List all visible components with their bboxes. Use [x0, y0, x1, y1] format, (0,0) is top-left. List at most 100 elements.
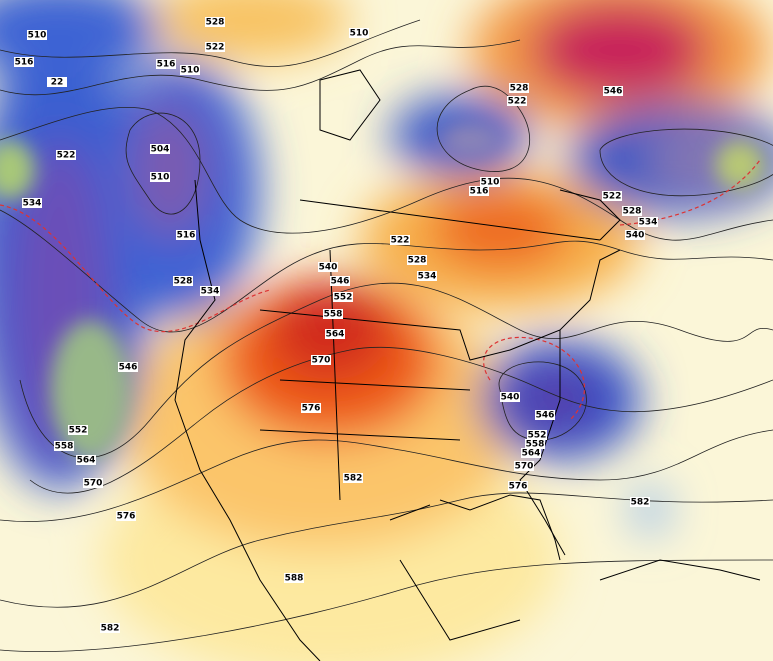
contour-label: 582 [344, 474, 363, 484]
contour-label: 510 [28, 31, 47, 41]
label-background [205, 17, 225, 27]
contours [0, 19, 773, 652]
contour-label: 510 [350, 29, 369, 39]
label-background [417, 271, 437, 281]
label-background [630, 497, 650, 507]
label-background [301, 403, 321, 413]
label-background [284, 573, 304, 583]
label-background [47, 77, 67, 87]
contour-label: 564 [326, 330, 345, 340]
contour-label: 546 [331, 277, 350, 287]
contour-label: 546 [119, 363, 138, 373]
reference-contour [483, 159, 761, 421]
contour-label: 546 [536, 411, 555, 421]
contour-label: 552 [69, 426, 88, 436]
contour-label: 534 [23, 199, 42, 209]
label-background [622, 206, 642, 216]
label-background [27, 30, 47, 40]
contour-label: 522 [508, 97, 527, 107]
contour-label: 522 [391, 236, 410, 246]
contour-label: 516 [470, 187, 489, 197]
contour-label: 528 [623, 207, 642, 217]
label-background [83, 478, 103, 488]
contour-label: 558 [324, 310, 343, 320]
label-background [480, 177, 500, 187]
contour-label: 534 [418, 272, 437, 282]
contour-label: 552 [334, 293, 353, 303]
contour-label: 576 [117, 512, 136, 522]
contour-label: 534 [201, 287, 220, 297]
label-background [521, 448, 541, 458]
reference-contour [0, 204, 271, 333]
label-background [100, 623, 120, 633]
contour-label: 516 [15, 58, 34, 68]
contour-label: 510 [181, 66, 200, 76]
label-background [54, 441, 74, 451]
contour-label: 588 [285, 574, 304, 584]
label-background [68, 425, 88, 435]
label-background [525, 439, 545, 449]
contour-label: 540 [319, 263, 338, 273]
contour-label: 528 [408, 256, 427, 266]
label-background [156, 59, 176, 69]
label-background [173, 276, 193, 286]
contour-label: 552 [528, 431, 547, 441]
contour-label: 522 [57, 151, 76, 161]
contour-label: 540 [626, 231, 645, 241]
label-background [200, 286, 220, 296]
contour-label: 510 [151, 173, 170, 183]
contour-label: 516 [157, 60, 176, 70]
label-background [150, 144, 170, 154]
contour-label: 528 [206, 18, 225, 28]
contour-label: 576 [302, 404, 321, 414]
label-background [407, 255, 427, 265]
contour-label: 570 [312, 356, 331, 366]
contour-label: 570 [515, 462, 534, 472]
contour-label: 522 [206, 43, 225, 53]
contour-label: 582 [631, 498, 650, 508]
label-background [205, 42, 225, 52]
label-background [150, 172, 170, 182]
contour-label: 582 [101, 624, 120, 634]
label-background [527, 430, 547, 440]
label-background [638, 217, 658, 227]
contour-label: 564 [522, 449, 541, 459]
label-background [535, 410, 555, 420]
label-background [603, 86, 623, 96]
label-background [176, 230, 196, 240]
label-background [180, 65, 200, 75]
contour-labels: 5105165285225165102250451052253451652853… [14, 17, 658, 634]
contour-label: 558 [55, 442, 74, 452]
contour-label: 540 [501, 393, 520, 403]
contour-label: 528 [510, 84, 529, 94]
contour-label: 522 [603, 192, 622, 202]
contour-label: 528 [174, 277, 193, 287]
label-background [76, 455, 96, 465]
contour-label: 546 [604, 87, 623, 97]
label-background [325, 329, 345, 339]
label-background [349, 28, 369, 38]
label-background [602, 191, 622, 201]
contour-label: 516 [177, 231, 196, 241]
label-background [118, 362, 138, 372]
contour-label: 576 [509, 482, 528, 492]
label-background [22, 198, 42, 208]
label-background [343, 473, 363, 483]
contour-label: 510 [481, 178, 500, 188]
contour-label: 564 [77, 456, 96, 466]
contour-label: 570 [84, 479, 103, 489]
label-background [390, 235, 410, 245]
label-background [469, 186, 489, 196]
label-background [318, 262, 338, 272]
contour-label: 504 [151, 145, 170, 155]
contour-label: 534 [639, 218, 658, 228]
label-background [323, 309, 343, 319]
label-background [56, 150, 76, 160]
label-background [507, 96, 527, 106]
label-background [514, 461, 534, 471]
label-background [333, 292, 353, 302]
contour-label: 22 [51, 78, 64, 88]
label-background [116, 511, 136, 521]
